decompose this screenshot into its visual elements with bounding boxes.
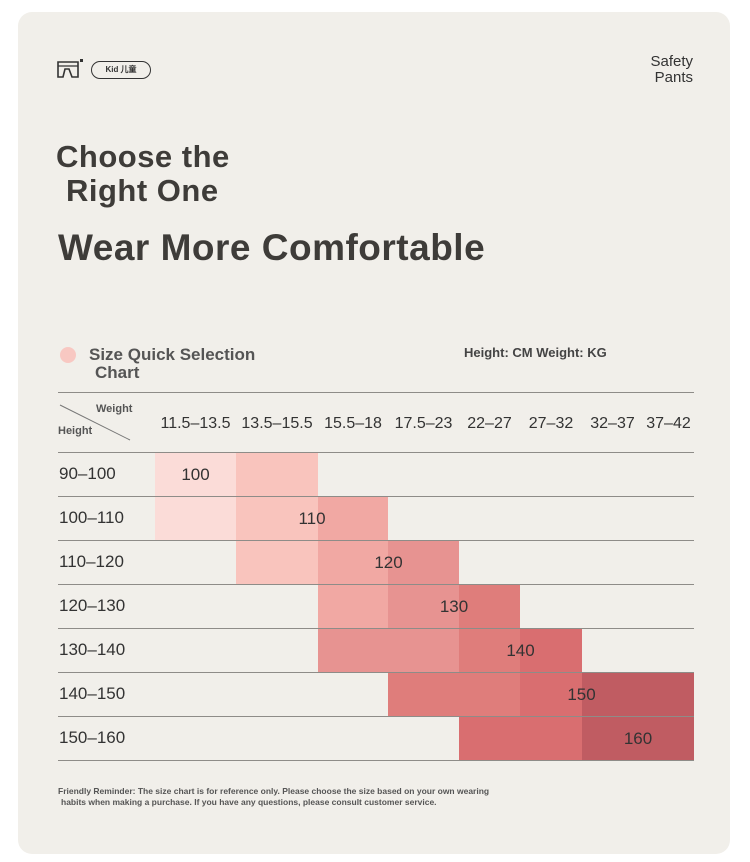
height-row-header: 110–120 [59,552,124,571]
title-dot-icon [60,347,76,363]
size-cell [459,629,520,672]
headline-line-2: Right One [66,173,219,208]
table-line [58,392,694,393]
table-line [58,672,694,673]
size-cell [236,541,318,584]
size-cell [582,673,643,716]
size-cell [318,541,388,584]
size-label: 140 [506,641,535,660]
size-cell [459,585,520,628]
safety-pants-label: Safety Pants [650,54,693,86]
height-row-header: 100–110 [59,508,124,527]
headline-choose: Choose the Right One [56,140,230,208]
size-cell [520,629,582,672]
weight-column-header: 13.5–15.5 [241,415,313,432]
chart-title: Size Quick Selection Chart [89,346,255,382]
size-label: 160 [623,729,653,748]
height-row-header: 150–160 [59,728,126,747]
size-cell [643,717,694,760]
headline-line-1: Choose the [56,139,230,174]
size-cell [520,717,582,760]
table-line [58,716,694,717]
weight-column-header: 22–27 [467,415,512,432]
table-line [58,540,694,541]
size-cell [459,673,520,716]
size-label: 150 [567,685,596,704]
size-cell [318,585,388,628]
weight-column-header: 32–37 [590,415,635,432]
height-row-header: 120–130 [59,596,126,615]
table-line [58,496,694,497]
kid-badge: Kid 儿童 [91,61,151,79]
friendly-reminder: Friendly Reminder: The size chart is for… [58,786,618,808]
weight-column-header: 37–42 [646,415,691,432]
units-label: Height: CM Weight: KG [464,345,607,360]
chart-title-line-1: Size Quick Selection [89,345,256,364]
size-label: 130 [439,597,469,616]
size-label: 100 [181,465,210,484]
size-cell [388,541,459,584]
table-line [58,452,694,453]
reminder-line-1: Friendly Reminder: The size chart is for… [58,786,490,796]
reminder-line-2: habits when making a purchase. If you ha… [61,797,437,807]
size-cell [155,497,236,540]
corner-height-label: Height [58,425,93,437]
size-label: 120 [374,553,403,572]
pants-icon [57,59,83,78]
chart-title-line-2: Chart [95,363,140,382]
height-row-header: 130–140 [59,640,126,659]
table-line [58,628,694,629]
headline-comfortable: Wear More Comfortable [58,227,486,268]
weight-column-header: 17.5–23 [394,415,453,432]
size-cell [388,673,459,716]
size-cell [459,717,520,760]
corner-diagonal [59,404,131,441]
size-cell [582,717,643,760]
corner-weight-label: Weight [96,403,133,415]
size-cell [318,629,388,672]
table-line [58,760,694,761]
size-cell [643,673,694,716]
height-row-header: 90–100 [59,464,116,483]
table-line [58,584,694,585]
size-cell [388,629,459,672]
size-cell [388,585,459,628]
size-cell [520,673,582,716]
height-row-header: 140–150 [59,684,126,703]
safety-line-1: Safety [650,53,693,70]
weight-column-header: 11.5–13.5 [160,415,231,432]
weight-column-header: 15.5–18 [324,415,382,432]
safety-line-2: Pants [654,69,693,86]
weight-column-header: 27–32 [528,415,574,432]
size-cell [236,453,318,496]
size-cell [318,497,388,540]
size-cell [236,497,318,540]
size-label: 110 [298,509,326,528]
size-cell [155,453,236,496]
